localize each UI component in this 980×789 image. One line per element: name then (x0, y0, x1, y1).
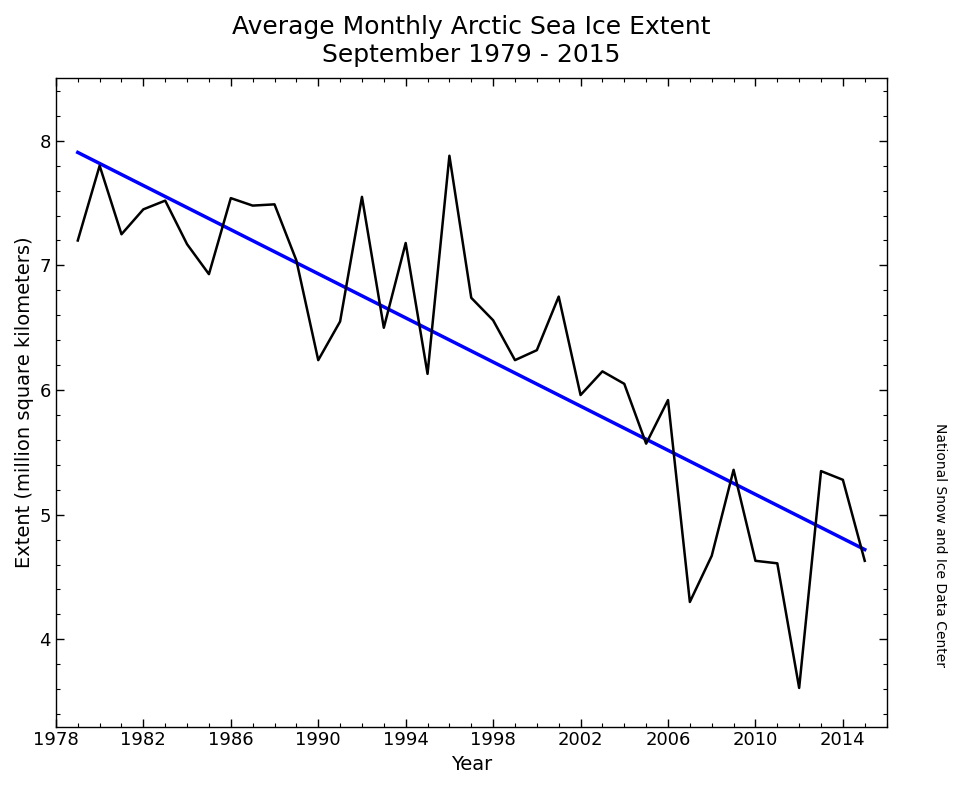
Y-axis label: Extent (million square kilometers): Extent (million square kilometers) (15, 237, 34, 568)
Title: Average Monthly Arctic Sea Ice Extent
September 1979 - 2015: Average Monthly Arctic Sea Ice Extent Se… (232, 15, 710, 67)
Text: National Snow and Ice Data Center: National Snow and Ice Data Center (934, 423, 948, 667)
X-axis label: Year: Year (451, 755, 492, 774)
